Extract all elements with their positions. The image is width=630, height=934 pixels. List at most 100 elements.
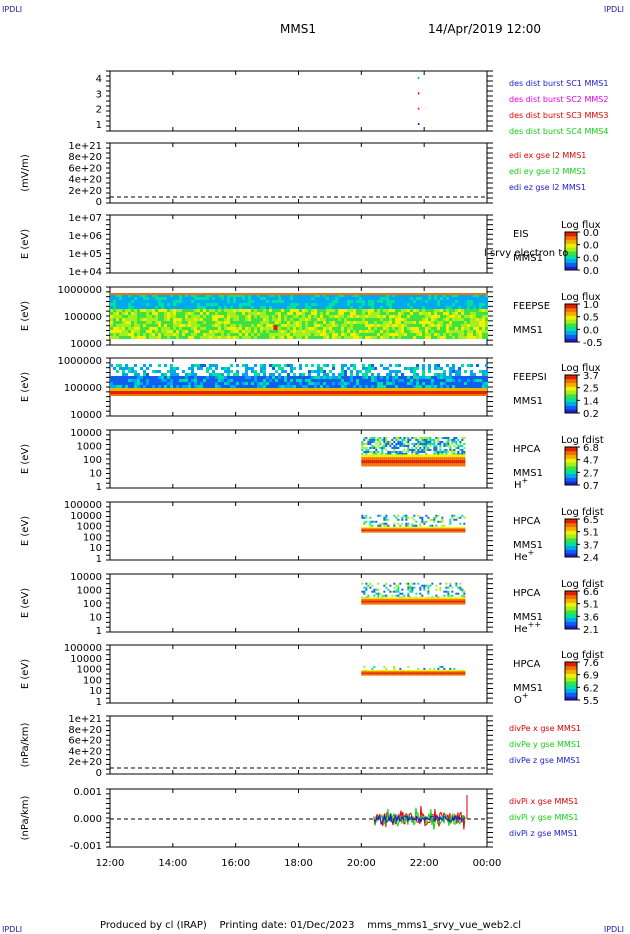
spectrogram-cell <box>194 376 197 379</box>
spectrogram-cell <box>302 376 305 379</box>
spectrogram-cell <box>356 309 359 312</box>
spectrogram-cell <box>146 336 149 339</box>
spectrogram-cell <box>397 602 400 605</box>
spectrogram-cell <box>421 671 424 674</box>
spectrogram-cell <box>386 318 389 321</box>
spectrogram-cell <box>380 382 383 385</box>
spectrogram-cell <box>266 385 269 388</box>
spectrogram-cell <box>449 671 452 674</box>
spectrogram-cell <box>393 530 396 533</box>
spectrogram-cell <box>347 303 350 306</box>
spectrogram-cell <box>335 318 338 321</box>
spectrogram-cell <box>383 312 386 315</box>
hpca-he-label: MMS1 <box>513 540 543 551</box>
spectrogram-cell <box>461 436 464 439</box>
spectrogram-cell <box>233 373 236 376</box>
hpca-h-label: MMS1 <box>513 468 543 479</box>
divpi-series-line <box>373 813 466 826</box>
spectrogram-cell <box>290 364 293 367</box>
spectrogram-cell <box>203 376 206 379</box>
spectrogram-cell <box>296 309 299 312</box>
spectrogram-cell <box>335 330 338 333</box>
spectrogram-cell <box>305 330 308 333</box>
spectrogram-cell <box>431 376 434 379</box>
spectrogram-cell <box>417 460 420 464</box>
spectrogram-cell <box>446 315 449 318</box>
colorbar-frame <box>564 446 578 486</box>
spectrogram-cell <box>437 382 440 385</box>
spectrogram-cell <box>458 312 461 315</box>
spectrogram-cell <box>317 312 320 315</box>
spectrogram-cell <box>401 444 404 447</box>
spectrogram-cell <box>383 522 386 525</box>
spectrogram-cell <box>373 665 376 668</box>
spectrogram-cell <box>161 376 164 379</box>
spectrogram-cell <box>305 294 308 297</box>
spectrogram-cell <box>143 330 146 333</box>
spectrogram-cell <box>362 382 365 385</box>
spectrogram-cell <box>122 312 125 315</box>
x-tick-label: 00:00 <box>473 858 502 869</box>
hpca-o-colorbar <box>564 661 580 701</box>
spectrogram-cell <box>293 315 296 318</box>
spectrogram-cell <box>212 303 215 306</box>
spectrogram-cell <box>161 306 164 309</box>
spectrogram-cell <box>362 294 365 297</box>
spectrogram-cell <box>405 524 408 527</box>
spectrogram-cell <box>323 294 326 297</box>
spectrogram-cell <box>401 330 404 333</box>
spectrogram-cell <box>409 454 412 458</box>
spectrogram-cell <box>320 379 323 382</box>
spectrogram-cell <box>215 333 218 336</box>
spectrogram-cell <box>383 436 386 439</box>
spectrogram-cell <box>371 530 374 533</box>
spectrogram-cell <box>457 530 460 533</box>
spectrogram-cell <box>173 294 176 297</box>
y-tick-label: 1e+05 <box>68 249 102 260</box>
spectrogram-cell <box>296 300 299 303</box>
spectrogram-cell <box>413 597 416 600</box>
spectrogram-cell <box>365 436 368 439</box>
spectrogram-cell <box>191 309 194 312</box>
spectrogram-cell <box>380 379 383 382</box>
spectrogram-cell <box>266 327 269 330</box>
spectrogram-cell <box>413 518 416 521</box>
spectrogram-cell <box>377 315 380 318</box>
spectrogram-cell <box>446 364 449 367</box>
spectrogram-cell <box>410 330 413 333</box>
spectrogram-cell <box>341 379 344 382</box>
spectrogram-cell <box>236 312 239 315</box>
spectrogram-cell <box>368 297 371 300</box>
spectrogram-cell <box>260 382 263 385</box>
spectrogram-cell <box>482 382 485 385</box>
spectrogram-cell <box>341 315 344 318</box>
spectrogram-cell <box>405 452 408 455</box>
spectrogram-cell <box>269 382 272 385</box>
spectrogram-cell <box>399 442 402 445</box>
spectrogram-cell <box>463 460 466 464</box>
spectrogram-cell <box>423 450 426 453</box>
spectrogram-cell <box>371 444 374 447</box>
spectrogram-cell <box>329 336 332 339</box>
spectrogram-cell <box>368 370 371 373</box>
spectrogram-cell <box>393 436 396 439</box>
spectrogram-cell <box>428 382 431 385</box>
spectrogram-cell <box>308 330 311 333</box>
spectrogram-cell <box>128 382 131 385</box>
spectrogram-cell <box>413 673 416 676</box>
spectrogram-cell <box>421 598 424 602</box>
spectrogram-cell <box>293 303 296 306</box>
spectrogram-cell <box>411 452 414 455</box>
spectrogram-cell <box>470 306 473 309</box>
spectrogram-cell <box>405 463 408 467</box>
spectrogram-cell <box>344 385 347 388</box>
y-axis-label: (nPa/km) <box>20 723 31 768</box>
spectrogram-cell <box>417 600 420 603</box>
spectrogram-cell <box>365 318 368 321</box>
spectrogram-cell <box>359 327 362 330</box>
hpca-he2-colorbar-title: Log fdist <box>561 579 604 590</box>
spectrogram-cell <box>435 446 438 449</box>
spectrogram-cell <box>296 303 299 306</box>
spectrogram-cell <box>239 376 242 379</box>
spectrogram-cell <box>278 324 281 327</box>
